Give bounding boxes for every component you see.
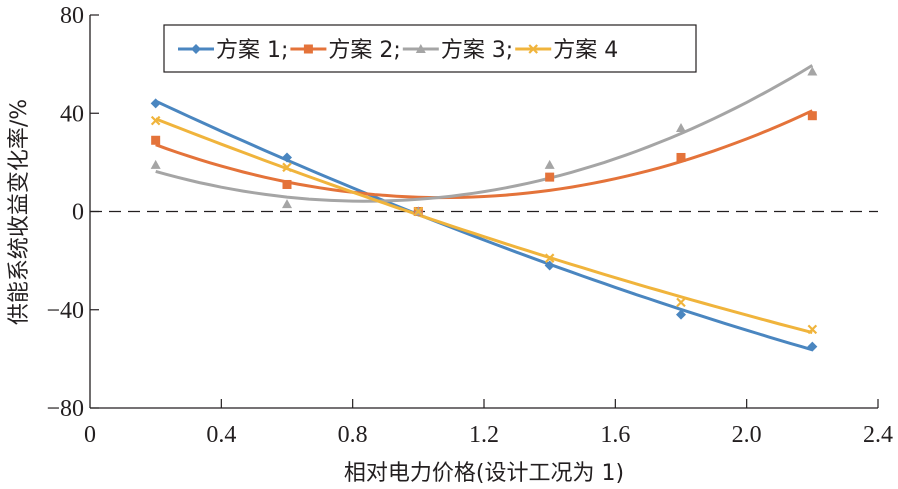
- x-axis-label: 相对电力价格(设计工况为 1): [344, 461, 624, 486]
- legend-swatch-marker: [415, 44, 426, 53]
- legend-label: 方案 4: [553, 38, 618, 63]
- y-tick-label: 0: [72, 200, 84, 226]
- x-tick-label: 1.6: [600, 422, 630, 448]
- legend: 方案 1; 方案 2; 方案 3; 方案 4: [163, 24, 697, 73]
- data-point-series-4: [282, 162, 292, 173]
- y-tick-label: −40: [46, 298, 84, 324]
- trend-line-series-3: [155, 64, 814, 203]
- data-point-series-4: [413, 206, 424, 217]
- data-markers: [150, 66, 818, 352]
- legend-label: 方案 2;: [328, 38, 400, 63]
- data-point-series-1: [807, 341, 818, 352]
- data-point-series-2: [545, 172, 555, 182]
- legend-item-series-4: 方案 4: [515, 38, 618, 63]
- x-tick-label: 0.8: [338, 422, 368, 448]
- y-tick-label: 40: [60, 101, 84, 127]
- legend-label: 方案 1;: [216, 38, 288, 63]
- x-tick-label: 2.0: [732, 422, 762, 448]
- data-point-series-2: [676, 152, 686, 162]
- data-point-series-3: [807, 66, 818, 76]
- trend-line-series-2: [155, 109, 813, 200]
- data-point-series-1: [150, 98, 161, 109]
- data-point-series-1: [676, 309, 686, 320]
- trend-line-series-1: [155, 99, 813, 352]
- data-point-series-3: [282, 199, 292, 209]
- x-tick-label: 0: [84, 422, 96, 448]
- data-point-series-3: [676, 122, 686, 132]
- data-point-series-3: [544, 159, 555, 169]
- legend-swatch-marker: [191, 44, 201, 54]
- legend-item-series-1: 方案 1;: [178, 38, 288, 63]
- legend-swatch-marker: [303, 44, 313, 54]
- legend-swatch-marker: [528, 44, 538, 54]
- data-point-series-4: [807, 324, 818, 335]
- data-point-series-2: [282, 179, 292, 189]
- data-point-series-1: [282, 152, 292, 163]
- x-tick-label: 2.4: [863, 422, 893, 448]
- data-point-series-3: [150, 159, 161, 169]
- data-point-series-2: [807, 111, 817, 121]
- legend-label: 方案 3;: [441, 38, 513, 63]
- y-tick-label: −80: [46, 396, 84, 422]
- x-tick-label: 0.4: [206, 422, 236, 448]
- data-point-series-4: [150, 115, 161, 126]
- trend-lines: [155, 64, 814, 352]
- data-point-series-4: [544, 253, 555, 263]
- trend-line-series-4: [155, 117, 813, 335]
- legend-item-series-3: 方案 3;: [402, 38, 513, 63]
- legend-item-series-2: 方案 2;: [290, 38, 401, 63]
- y-axis-label: 供能系统收益变化率/%: [7, 99, 32, 325]
- y-tick-label: 80: [60, 3, 84, 29]
- data-point-series-2: [151, 135, 161, 145]
- x-tick-label: 1.2: [469, 422, 499, 448]
- data-point-series-1: [544, 260, 555, 271]
- data-point-series-4: [676, 297, 686, 308]
